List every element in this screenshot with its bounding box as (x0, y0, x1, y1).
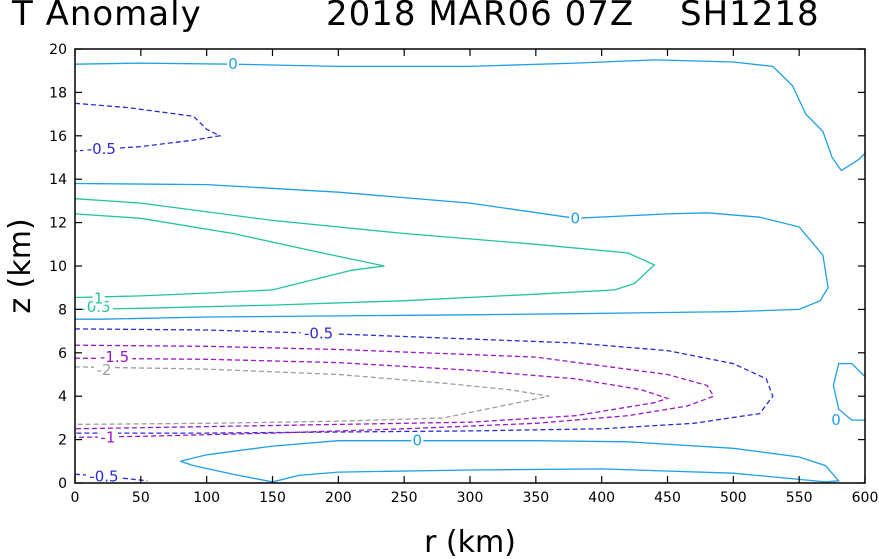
contour-line-0 (74, 182, 829, 320)
x-axis: 0 50 100 150 200 250 300 350 400 450 500 550 600 (71, 49, 879, 506)
contour-label-bg (830, 413, 843, 428)
contour-label: -1 (100, 428, 115, 446)
y-tick-label: 0 (58, 476, 67, 492)
contour-line-0.5 (74, 198, 656, 311)
contour-label-bg (96, 350, 133, 365)
contour-label: 1 (94, 290, 104, 308)
contour-label-bg (227, 57, 239, 72)
contour-label-bg (84, 300, 113, 315)
contour-line-0 (832, 362, 866, 421)
contour-line-1 (74, 213, 385, 299)
contour-label-bg (92, 291, 105, 306)
contour-label-bg (85, 469, 122, 484)
y-tick-label: 6 (58, 346, 67, 362)
y-tick-label: 14 (49, 172, 67, 188)
contour-line--2 (74, 366, 550, 426)
x-tick-label: 500 (720, 490, 747, 506)
title-bar: T Anomaly 2018 MAR06 07Z SH1218 (0, 0, 879, 44)
contour-line--1 (74, 344, 715, 439)
x-tick-label: 450 (654, 490, 681, 506)
y-tick-label: 4 (58, 389, 67, 405)
contour-line-0 (180, 440, 841, 483)
x-tick-label: 50 (132, 490, 150, 506)
x-axis-label: r (km) (424, 525, 516, 559)
contour-label: -0.5 (87, 140, 116, 158)
contour-label-bg (93, 363, 114, 378)
chart-title-variable: T Anomaly (12, 0, 202, 34)
contour-line--0.5 (74, 102, 222, 152)
x-tick-label: 150 (259, 490, 286, 506)
contour-label: -0.5 (89, 467, 118, 485)
contour-label-bg (97, 430, 118, 445)
contour-label: -0.5 (304, 324, 333, 342)
contour-line-0 (74, 59, 866, 172)
x-tick-label: 200 (325, 490, 352, 506)
plot-frame (74, 48, 866, 484)
y-tick-label: 18 (49, 85, 67, 101)
x-tick-label: 250 (391, 490, 418, 506)
contour-label-bg (83, 141, 120, 156)
y-tick-label: 12 (49, 216, 67, 232)
contour-label: 0 (413, 432, 423, 450)
x-tick-label: 100 (193, 490, 220, 506)
chart-title-storm: SH1218 (680, 0, 820, 34)
y-tick-label: 10 (49, 259, 67, 275)
contour-line--1.5 (74, 357, 670, 430)
y-tick-label: 20 (49, 42, 67, 58)
contour-label: 0 (228, 55, 238, 73)
contour-label: 0 (571, 209, 581, 227)
x-tick-label: 550 (786, 490, 813, 506)
contour-label: 0 (831, 411, 841, 429)
y-tick-label: 8 (58, 302, 67, 318)
contour-layer: 000.51-0.5-0.5-1.5-1-20-0.50 (74, 55, 866, 485)
contour-label-bg (300, 326, 337, 341)
contour-label-bg (411, 433, 424, 448)
y-tick-label: 2 (58, 433, 67, 449)
contour-label: -2 (96, 361, 111, 379)
contour-label: -1.5 (100, 348, 129, 366)
contour-line--0.5 (74, 328, 774, 434)
chart-title-date: 2018 MAR06 07Z (326, 0, 635, 34)
x-tick-label: 350 (522, 490, 549, 506)
x-tick-label: 300 (457, 490, 484, 506)
x-tick-label: 600 (852, 490, 879, 506)
contour-label-bg (569, 211, 582, 226)
x-tick-label: 0 (71, 490, 80, 506)
x-tick-label: 400 (588, 490, 615, 506)
y-tick-label: 16 (49, 129, 67, 145)
y-axis-label: z (km) (3, 218, 38, 313)
